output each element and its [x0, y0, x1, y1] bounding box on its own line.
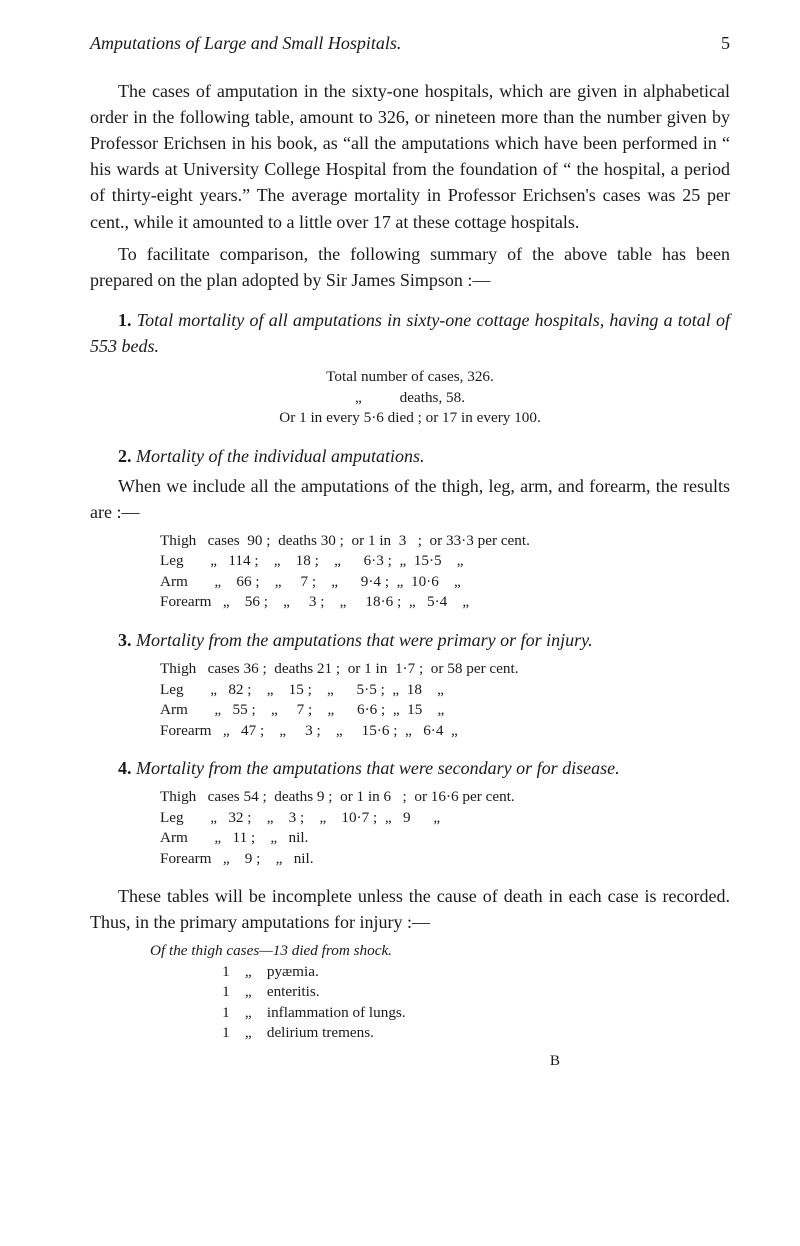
section-1-head: 1. Total mortality of all amputations in…: [90, 307, 730, 359]
section-3-title: Mortality from the amputations that were…: [136, 630, 593, 650]
table-row: Leg „ 114 ; „ 18 ; „ 6·3 ; „ 15·5 „: [160, 551, 730, 572]
paragraph-1: The cases of amputation in the sixty-one…: [90, 78, 730, 235]
section-2-text: When we include all the amputations of t…: [90, 473, 730, 525]
page-number: 5: [721, 30, 730, 56]
section-4-num: 4.: [118, 758, 132, 778]
table-row: Forearm „ 56 ; „ 3 ; „ 18·6 ; „ 5·4 „: [160, 592, 730, 613]
table-row: Arm „ 11 ; „ nil.: [160, 828, 730, 849]
section-4-head: 4. Mortality from the amputations that w…: [90, 755, 730, 781]
table-row: 1 „ inflammation of lungs.: [150, 1003, 730, 1024]
section-3-num: 3.: [118, 630, 132, 650]
table-row: Forearm „ 47 ; „ 3 ; „ 15·6 ; „ 6·4 „: [160, 721, 730, 742]
table-row: Arm „ 55 ; „ 7 ; „ 6·6 ; „ 15 „: [160, 700, 730, 721]
section-3-head: 3. Mortality from the amputations that w…: [90, 627, 730, 653]
table-row: Arm „ 66 ; „ 7 ; „ 9·4 ; „ 10·6 „: [160, 572, 730, 593]
sec1-line1: Total number of cases, 326.: [90, 367, 730, 388]
page-header: Amputations of Large and Small Hospitals…: [90, 30, 730, 56]
section-1-stats: Total number of cases, 326. „ deaths, 58…: [90, 367, 730, 429]
death-list-head-text: Of the thigh cases—13 died from shock.: [150, 942, 392, 959]
table-row: Thigh cases 36 ; deaths 21 ; or 1 in 1·7…: [160, 659, 730, 680]
table-row: Forearm „ 9 ; „ nil.: [160, 849, 730, 870]
section-4-table: Thigh cases 54 ; deaths 9 ; or 1 in 6 ; …: [160, 787, 730, 869]
section-2-title: Mortality of the individual amputations.: [136, 446, 424, 466]
signature-mark: B: [90, 1050, 730, 1072]
table-row: Leg „ 32 ; „ 3 ; „ 10·7 ; „ 9 „: [160, 808, 730, 829]
sec1-line3: Or 1 in every 5·6 died ; or 17 in every …: [90, 408, 730, 429]
running-title: Amputations of Large and Small Hospitals…: [90, 30, 401, 56]
paragraph-3: These tables will be incomplete unless t…: [90, 883, 730, 935]
section-3-table: Thigh cases 36 ; deaths 21 ; or 1 in 1·7…: [160, 659, 730, 741]
table-row: 1 „ pyæmia.: [150, 962, 730, 983]
section-1-num: 1.: [118, 310, 132, 330]
table-row: 1 „ enteritis.: [150, 982, 730, 1003]
cause-of-death-list: Of the thigh cases—13 died from shock. 1…: [150, 941, 730, 1044]
paragraph-2: To facilitate comparison, the following …: [90, 241, 730, 293]
death-list-head: Of the thigh cases—13 died from shock.: [150, 941, 730, 962]
section-2-head: 2. Mortality of the individual amputatio…: [90, 443, 730, 469]
table-row: Leg „ 82 ; „ 15 ; „ 5·5 ; „ 18 „: [160, 680, 730, 701]
sec1-line2: „ deaths, 58.: [90, 388, 730, 409]
section-2-table: Thigh cases 90 ; deaths 30 ; or 1 in 3 ;…: [160, 531, 730, 613]
table-row: Thigh cases 90 ; deaths 30 ; or 1 in 3 ;…: [160, 531, 730, 552]
table-row: 1 „ delirium tremens.: [150, 1023, 730, 1044]
section-1-text-b: beds.: [117, 336, 159, 356]
section-2-num: 2.: [118, 446, 132, 466]
table-row: Thigh cases 54 ; deaths 9 ; or 1 in 6 ; …: [160, 787, 730, 808]
section-4-title: Mortality from the amputations that were…: [136, 758, 620, 778]
section-1-beds: 553: [90, 336, 117, 356]
section-1-text-a: Total mortality of all amputations in si…: [137, 310, 730, 330]
